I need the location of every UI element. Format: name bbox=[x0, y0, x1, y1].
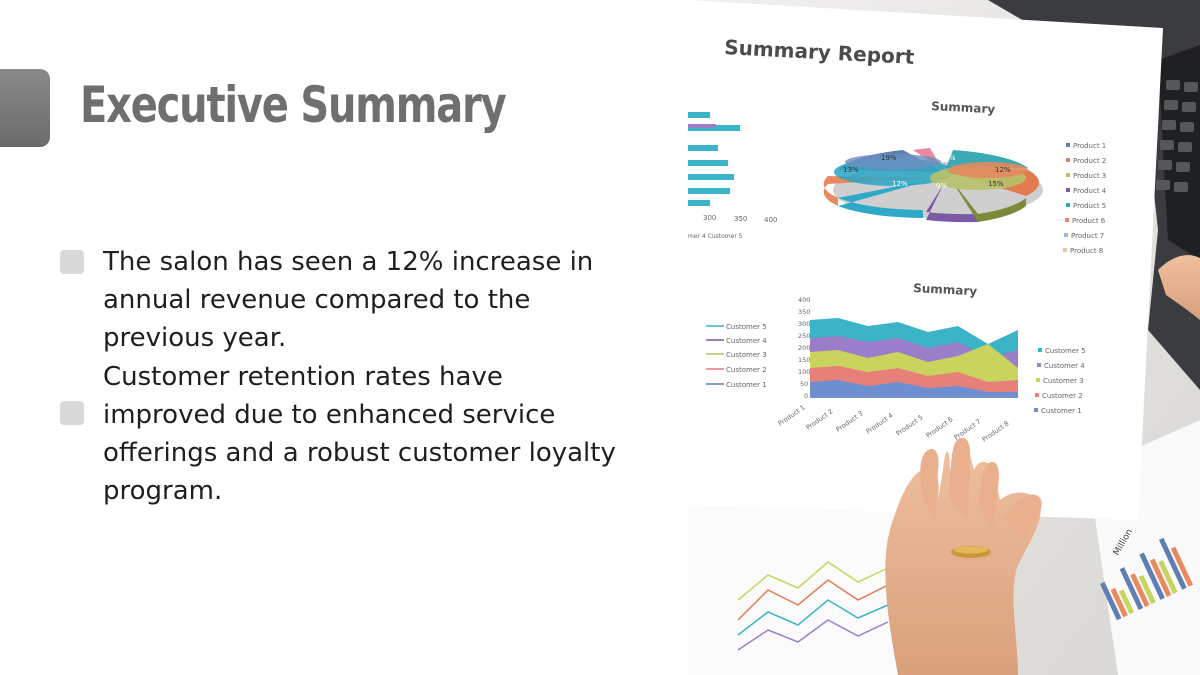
bullet-item: The salon has seen a 12% increase in ann… bbox=[58, 243, 618, 357]
bottom-bar-chart bbox=[1100, 537, 1194, 621]
line-legend-item: Customer 1 bbox=[726, 381, 767, 389]
area-legend-item: Customer 1 bbox=[1041, 407, 1082, 415]
pie-legend-item: Product 5 bbox=[1073, 202, 1106, 210]
bottom-line-chart bbox=[737, 561, 889, 651]
hand-illustration bbox=[885, 437, 1042, 675]
area-axis-tick: 300 bbox=[798, 320, 810, 328]
bullet-text: Customer retention rates have improved d… bbox=[103, 362, 616, 506]
summary-report-sheet bbox=[688, 0, 1163, 520]
line-legend-item: Customer 4 bbox=[726, 337, 767, 345]
pie-slice-label: 15% bbox=[940, 154, 956, 162]
area-axis-tick: 100 bbox=[798, 368, 810, 376]
area-legend-item: Customer 2 bbox=[1042, 392, 1083, 400]
line-legend-item: Customer 3 bbox=[726, 351, 767, 359]
pie-slice-label: 12% bbox=[995, 166, 1011, 174]
area-axis-tick: 0 bbox=[804, 392, 808, 400]
area-axis-tick: 200 bbox=[798, 344, 810, 352]
area-axis-tick: 250 bbox=[798, 332, 810, 340]
report-photo: Summary Report 300 350 400 mer 4 Custome… bbox=[688, 0, 1200, 675]
bullet-text: The salon has seen a 12% increase in ann… bbox=[103, 247, 594, 353]
pie-slice-label: 13% bbox=[843, 166, 859, 174]
pie-slice-label: 19% bbox=[881, 154, 897, 162]
laptop-keyboard bbox=[1158, 45, 1200, 260]
pie-slice-label: 15% bbox=[988, 180, 1004, 188]
bullet-item: Customer retention rates have improved d… bbox=[58, 358, 618, 510]
bar-axis-label: 400 bbox=[764, 216, 777, 224]
pie-chart-3d bbox=[823, 148, 1043, 223]
bar-axis-label: 350 bbox=[734, 215, 747, 223]
pie-chart-title: Summary bbox=[931, 99, 996, 116]
stacked-area-chart bbox=[810, 318, 1018, 398]
pie-legend-item: Product 7 bbox=[1071, 232, 1104, 240]
area-axis-tick: 50 bbox=[800, 380, 808, 388]
pie-legend-item: Product 6 bbox=[1072, 217, 1106, 225]
line-legend-item: Customer 2 bbox=[726, 366, 767, 374]
partial-hand bbox=[1158, 255, 1200, 320]
area-legend-item: Customer 4 bbox=[1044, 362, 1085, 370]
line-legend-item: Customer 5 bbox=[726, 323, 767, 331]
bullet-marker-icon bbox=[60, 401, 84, 425]
area-legend-item: Customer 3 bbox=[1043, 377, 1084, 385]
pie-slice-label: 9% bbox=[936, 182, 947, 190]
slide-title: Executive Summary bbox=[80, 76, 507, 134]
area-chart-title: Summary bbox=[913, 281, 978, 298]
pie-legend-item: Product 4 bbox=[1073, 187, 1107, 195]
title-accent-bar bbox=[0, 69, 50, 147]
pie-slice-label: 12% bbox=[892, 180, 908, 188]
area-axis-tick: 150 bbox=[798, 356, 810, 364]
area-axis-tick: 350 bbox=[798, 308, 810, 316]
bar-axis-label: 300 bbox=[703, 214, 716, 222]
pie-legend-item: Product 8 bbox=[1070, 247, 1103, 255]
paper-bottom-left bbox=[688, 495, 938, 675]
pie-legend: Product 1 Product 2 Product 3 Product 4 … bbox=[1063, 142, 1107, 255]
pie-legend-item: Product 1 bbox=[1073, 142, 1106, 150]
partial-bar-chart bbox=[688, 112, 740, 206]
area-legend: Customer 5 Customer 4 Customer 3 Custome… bbox=[1034, 347, 1086, 415]
area-y-axis: 400 350 300 250 200 150 100 50 0 bbox=[798, 296, 810, 400]
area-axis-tick: 400 bbox=[798, 296, 810, 304]
pie-legend-item: Product 3 bbox=[1073, 172, 1106, 180]
bullet-list: The salon has seen a 12% increase in ann… bbox=[58, 243, 618, 510]
pie-legend-item: Product 2 bbox=[1073, 157, 1106, 165]
report-photo-illustration: Summary Report 300 350 400 mer 4 Custome… bbox=[688, 0, 1200, 675]
line-legend: Customer 5 Customer 4 Customer 3 Custome… bbox=[706, 323, 767, 389]
bullet-marker-icon bbox=[60, 250, 84, 274]
bar-legend: mer 4 Customer 5 bbox=[688, 233, 743, 240]
laptop-keys bbox=[1156, 80, 1198, 192]
area-legend-item: Customer 5 bbox=[1045, 347, 1086, 355]
